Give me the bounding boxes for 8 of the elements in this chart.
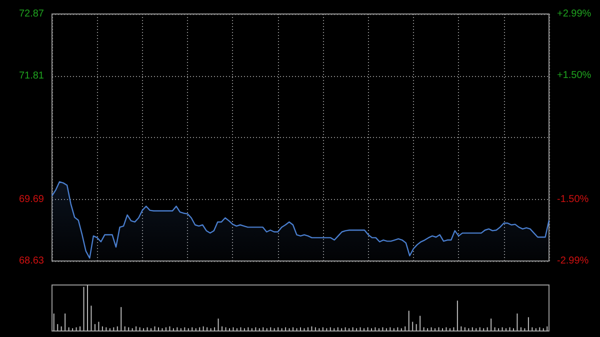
y-tick-label: 72.87: [18, 8, 44, 20]
y-tick-label: 69.69: [18, 194, 44, 205]
y-tick-label: 68.63: [18, 256, 44, 266]
y2-tick-label: +2.99%: [557, 8, 592, 20]
y2-tick-label: -1.50%: [557, 194, 589, 205]
y2-tick-label: +1.50%: [557, 70, 592, 82]
y2-tick-label: -2.99%: [557, 256, 589, 266]
y-tick-label: 71.81: [18, 70, 44, 82]
